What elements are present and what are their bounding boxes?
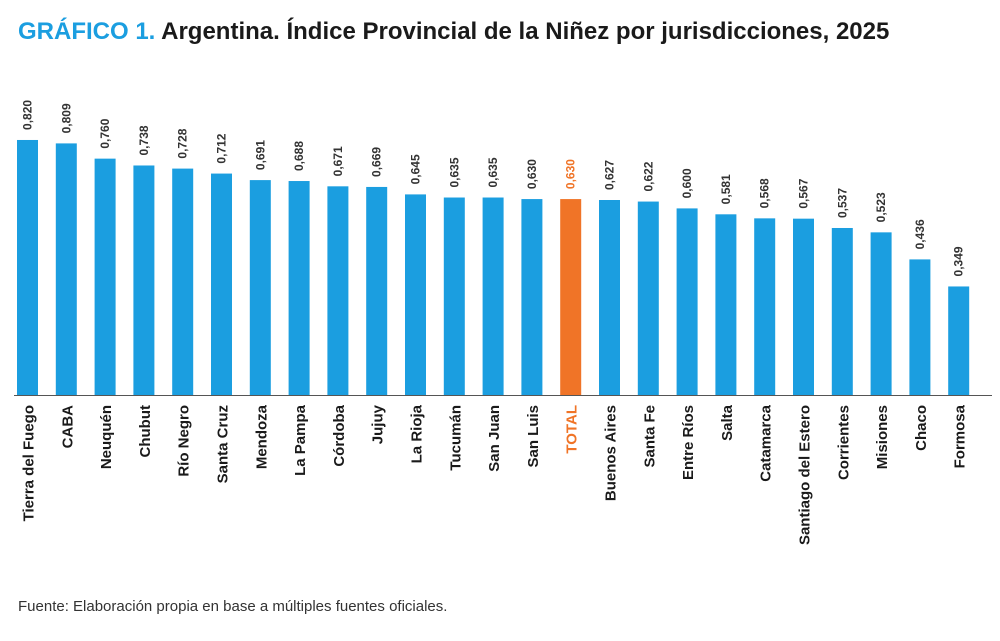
data-label: 0,568 [758,178,772,208]
x-tick-label: Río Negro [176,405,193,477]
bar [249,180,271,395]
bar [366,186,388,395]
bar [909,259,931,395]
x-tick-label: Tucumán [447,405,464,471]
x-tick-label: Salta [719,404,736,441]
x-tick-label: San Luis [525,405,542,468]
data-label: 0,567 [797,178,811,208]
source-note: Fuente: Elaboración propia en base a múl… [18,598,448,615]
data-label: 0,349 [952,246,966,276]
data-label: 0,738 [137,125,151,155]
x-tick-label: Catamarca [758,404,775,481]
data-label: 0,630 [525,159,539,189]
x-tick-label: La Rioja [409,404,426,463]
bar [676,208,698,395]
bar [599,200,620,395]
x-tick-label: Mendoza [253,404,270,469]
bar-chart: 0,820 Tierra del Fuego 0,809 CABA 0,760 Neuqu… [14,100,992,545]
bar [793,218,814,395]
data-label: 0,671 [331,146,345,176]
data-label: 0,688 [292,141,306,171]
x-tick-label: Entre Ríos [680,405,697,480]
data-label: 0,645 [409,154,423,184]
x-tick-label: Formosa [952,404,969,468]
x-tick-label: TOTAL [564,405,581,454]
bar [754,218,776,395]
data-label: 0,622 [641,161,655,191]
x-tick-label: Córdoba [331,404,348,466]
bar [560,199,582,395]
chart-title-text: Argentina. Índice Provincial de la Niñez… [161,18,890,45]
x-tick-label: Misiones [874,405,891,469]
bar [133,165,155,395]
data-label: 0,627 [603,160,617,190]
bar [327,186,349,395]
bar [405,194,426,395]
bar [715,214,737,395]
bar [637,201,659,395]
bar [17,139,38,395]
bar [172,168,194,395]
x-tick-label: San Juan [486,405,503,472]
data-label: 0,581 [719,174,733,204]
x-tick-label: CABA [59,405,76,448]
bar [831,227,853,395]
data-label: 0,809 [59,103,73,133]
bar [948,286,970,395]
data-label: 0,669 [370,147,384,177]
bar [443,197,465,395]
chart-title-prefix: GRÁFICO 1. [18,18,156,45]
chart-title: GRÁFICO 1. Argentina. Índice Provincial … [18,18,889,46]
x-tick-label: Neuquén [98,405,115,469]
x-tick-label: Chubut [137,405,154,457]
data-label: 0,820 [21,100,35,130]
x-tick-label: Santa Cruz [215,405,232,483]
bar [521,199,543,395]
x-tick-label: Corrientes [835,405,852,480]
bar [55,143,77,395]
data-label: 0,691 [253,140,267,170]
bar [288,181,310,395]
bar [211,173,232,395]
data-label: 0,728 [176,128,190,158]
x-tick-label: Tierra del Fuego [21,405,38,521]
data-label: 0,712 [215,133,229,163]
data-label: 0,537 [835,188,849,218]
data-label: 0,760 [98,118,112,148]
x-tick-label: Santiago del Estero [797,405,814,545]
bar [94,158,116,395]
x-tick-label: Santa Fe [641,405,658,468]
data-label: 0,635 [447,157,461,187]
data-label: 0,523 [874,192,888,222]
data-label: 0,630 [564,159,578,189]
x-tick-label: La Pampa [292,404,309,476]
x-tick-label: Buenos Aires [603,405,620,501]
data-label: 0,600 [680,168,694,198]
x-tick-label: Jujuy [370,404,387,444]
data-label: 0,635 [486,157,500,187]
data-label: 0,436 [913,219,927,249]
bar [482,197,504,395]
x-tick-label: Chaco [913,405,930,451]
bar [870,232,892,395]
